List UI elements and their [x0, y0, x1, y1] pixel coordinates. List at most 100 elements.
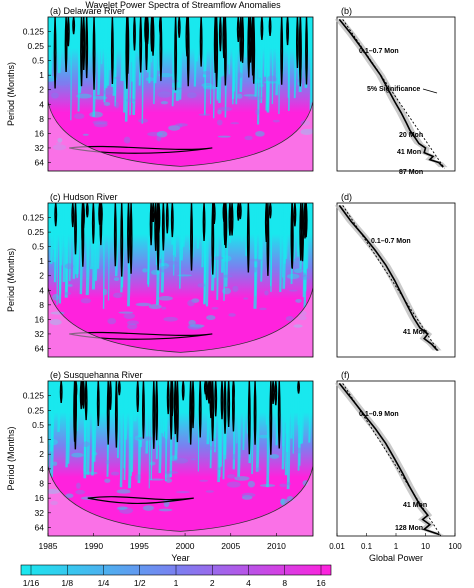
power-blob [220, 255, 232, 262]
significance-contour [215, 17, 219, 88]
power-streak [220, 17, 224, 77]
power-blob [237, 72, 243, 79]
significance-contour [295, 17, 299, 68]
significance-contour [218, 17, 222, 52]
y-tick-label: 4 [39, 285, 44, 295]
annotation-label: 0.1–0.7 Mon [359, 48, 399, 55]
power-blob [301, 272, 307, 278]
power-blob [119, 507, 134, 514]
y-tick-label: 64 [35, 157, 45, 167]
significance-contour [231, 381, 235, 432]
y-tick-label: 32 [35, 329, 45, 339]
significance-contour [268, 17, 272, 37]
significance-contour [260, 17, 264, 41]
x-tick-label: 100 [448, 542, 462, 551]
power-blob [234, 476, 250, 481]
confidence-band [334, 19, 448, 168]
significance-line [342, 205, 439, 352]
annotation-label: 5% Significance [367, 86, 420, 93]
power-blob [175, 123, 188, 127]
significance-contour [64, 17, 68, 73]
power-blob [218, 274, 233, 278]
significance-contour [79, 381, 83, 410]
significance-contour [161, 203, 165, 251]
power-blob [205, 446, 216, 450]
significance-contour [181, 381, 185, 401]
power-blob [138, 436, 154, 441]
significance-contour [173, 381, 177, 435]
x-tick-label: 1 [394, 542, 399, 551]
significance-contour [298, 17, 302, 84]
y-axis-label: Period (Months) [6, 62, 16, 126]
power-blob [217, 106, 233, 112]
power-blob [156, 130, 168, 138]
significance-contour [117, 381, 121, 396]
power-blob [158, 296, 173, 301]
power-blob [126, 98, 136, 103]
significance-contour [150, 17, 154, 52]
power-streak [153, 17, 158, 84]
significance-contour [251, 17, 255, 76]
power-streak [201, 203, 204, 268]
significance-contour [238, 203, 242, 220]
power-streak [120, 17, 125, 82]
panel-label: (f) [341, 370, 350, 380]
confidence-band [334, 383, 444, 535]
power-blob [243, 94, 257, 97]
panel-label: (b) [341, 6, 352, 16]
power-blob [92, 120, 108, 125]
power-blob [156, 135, 162, 142]
power-streak [257, 17, 260, 125]
significance-contour [190, 203, 193, 271]
power-streak [194, 17, 199, 62]
significance-contour [170, 203, 174, 238]
power-blob [102, 89, 114, 95]
colorbar-tick-label: 1/4 [98, 578, 110, 588]
power-blob [294, 447, 303, 454]
power-blob [123, 136, 131, 144]
significance-contour [106, 381, 110, 445]
power-blob [164, 471, 179, 474]
power-blob [187, 92, 197, 99]
panel-label: (d) [341, 192, 352, 202]
power-streak [310, 17, 313, 103]
power-blob [300, 274, 310, 280]
power-blob [216, 119, 223, 126]
y-tick-label: 0.125 [23, 213, 45, 223]
annotation-label: 41 Mon [403, 329, 427, 336]
power-blob [269, 454, 280, 459]
power-blob [211, 256, 224, 261]
cone-of-influence-shade [48, 287, 313, 357]
power-streak [275, 17, 279, 96]
power-blob [230, 122, 240, 125]
power-blob [89, 111, 103, 118]
power-blob [158, 508, 173, 512]
significance-contour [149, 203, 153, 246]
power-blob [138, 118, 149, 123]
power-blob [222, 287, 231, 295]
power-blob [117, 506, 128, 510]
significance-contour [73, 381, 77, 442]
power-blob [67, 284, 73, 287]
power-blob [236, 93, 243, 99]
power-streak [123, 17, 127, 113]
y-tick-label: 16 [35, 314, 45, 324]
power-blob [280, 498, 288, 506]
y-tick-label: 8 [39, 114, 44, 124]
power-streak [308, 381, 311, 443]
power-blob [76, 482, 81, 489]
power-blob [217, 135, 231, 138]
significance-contour [305, 17, 308, 85]
power-blob [259, 484, 276, 487]
significance-contour [227, 381, 231, 428]
power-streak [279, 203, 282, 293]
significance-contour [113, 203, 117, 267]
power-blob [188, 319, 196, 326]
colorbar-tick-label: 1/2 [134, 578, 146, 588]
colorbar-tick-label: 2 [210, 578, 215, 588]
power-streak [145, 381, 149, 454]
power-blob [93, 121, 108, 128]
power-streak [137, 381, 141, 484]
power-streak [48, 17, 52, 74]
significance-contour [81, 203, 85, 267]
